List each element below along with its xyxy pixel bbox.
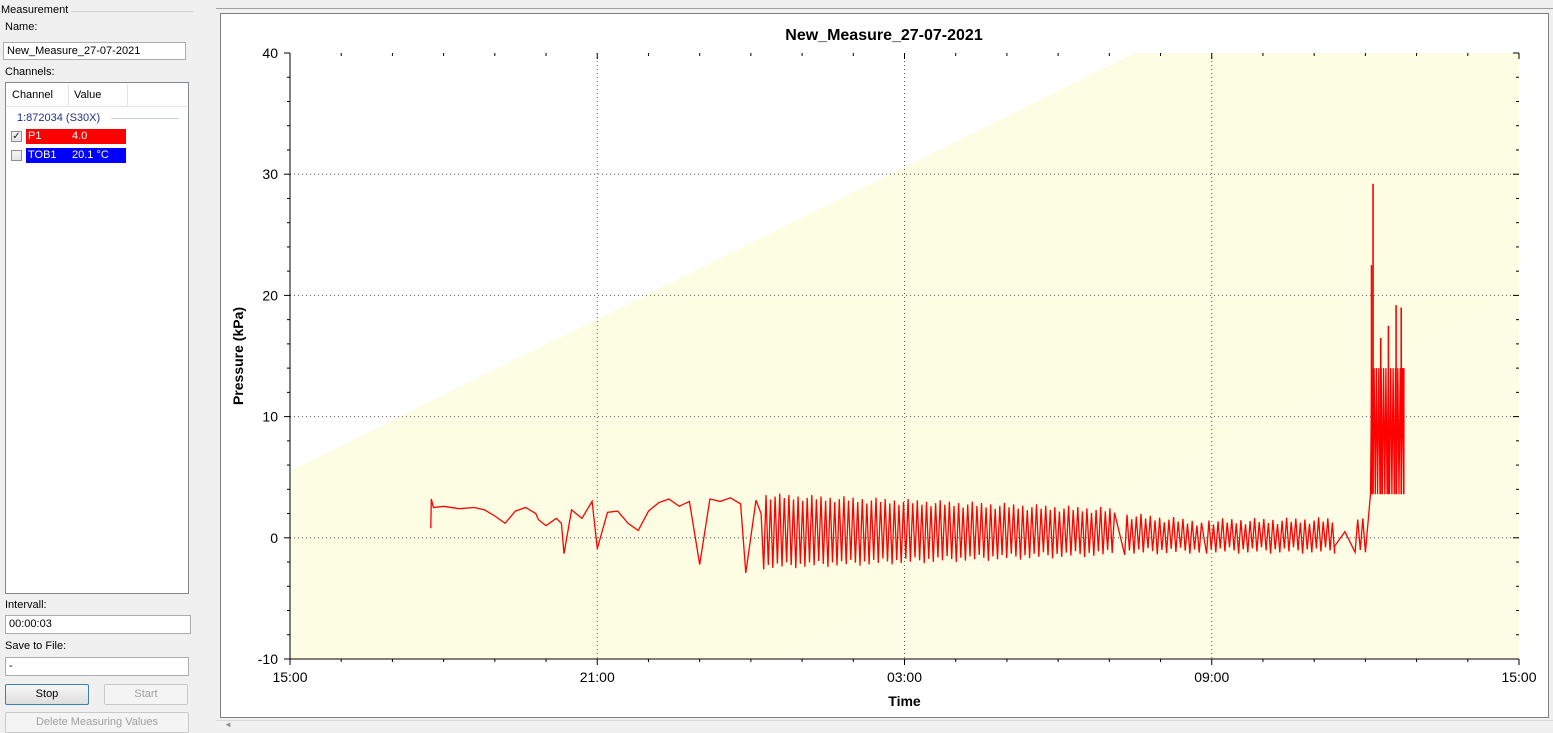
interval-label: Intervall: (5, 599, 47, 611)
channel-name: P1 (28, 130, 42, 142)
y-tick-label: 20 (262, 287, 278, 303)
start-button[interactable]: Start (104, 684, 188, 705)
y-tick-label: 40 (262, 45, 278, 61)
p1-series-line (430, 368, 1405, 573)
measurement-group-title: Measurement (1, 4, 72, 16)
channels-list[interactable]: Channel Value 1:872034 (S30X) ✓ P1 4.0 T… (5, 82, 189, 594)
save-to-file-label: Save to File: (5, 640, 67, 652)
delete-measuring-values-button[interactable]: Delete Measuring Values (5, 712, 189, 733)
chart-background-band-lower (776, 295, 1519, 659)
y-tick-label: 10 (262, 409, 278, 425)
column-header-channel[interactable]: Channel (7, 84, 69, 106)
save-to-file-field[interactable]: - (5, 657, 189, 676)
channels-label: Channels: (5, 66, 55, 78)
chart-area[interactable]: 15:00 21:00 03:00 09:00 15:00 -10 0 10 20 30 40 New… (220, 13, 1549, 718)
name-label: Name: (5, 21, 38, 33)
channel-p1-checkbox[interactable]: ✓ (11, 131, 22, 142)
channel-row-tob1[interactable]: TOB1 20.1 °C (26, 148, 126, 163)
x-tick-label: 03:00 (887, 669, 922, 685)
y-tick-label: 30 (262, 166, 278, 182)
x-tick-label: 15:00 (272, 669, 307, 685)
scroll-left-arrow-icon[interactable]: ◄ (224, 720, 232, 729)
device-group-divider (111, 118, 179, 119)
measurement-panel: Measurement Name: New_Measure_27-07-2021… (0, 0, 196, 733)
channels-list-header: Channel Value (7, 84, 187, 107)
chart-title: New_Measure_27-07-2021 (785, 27, 983, 44)
device-group-header: 1:872034 (S30X) (17, 112, 101, 124)
pressure-chart: 15:00 21:00 03:00 09:00 15:00 -10 0 10 20 30 40 New… (230, 27, 1537, 709)
x-axis-label: Time (888, 693, 921, 709)
channel-value: 4.0 (72, 130, 88, 142)
column-header-value[interactable]: Value (69, 84, 128, 106)
chart-background-band (290, 53, 1519, 659)
y-tick-label: -10 (258, 651, 278, 667)
name-field[interactable]: New_Measure_27-07-2021 (3, 42, 186, 60)
x-tick-label: 09:00 (1194, 669, 1229, 685)
y-tick-label: 0 (270, 530, 278, 546)
stop-button[interactable]: Stop (5, 684, 89, 705)
channel-name: TOB1 (28, 149, 57, 161)
panel-separator (216, 8, 1553, 9)
x-tick-label: 21:00 (580, 669, 615, 685)
x-tick-label: 15:00 (1501, 669, 1536, 685)
interval-field[interactable]: 00:00:03 (5, 615, 191, 634)
measurement-group-frame (0, 11, 193, 732)
channel-row-p1[interactable]: P1 4.0 (26, 129, 126, 144)
y-axis-label: Pressure (kPa) (230, 307, 246, 405)
channel-tob1-checkbox[interactable] (11, 150, 22, 161)
horizontal-scrollbar[interactable] (216, 720, 1553, 730)
channel-value: 20.1 °C (72, 149, 109, 161)
